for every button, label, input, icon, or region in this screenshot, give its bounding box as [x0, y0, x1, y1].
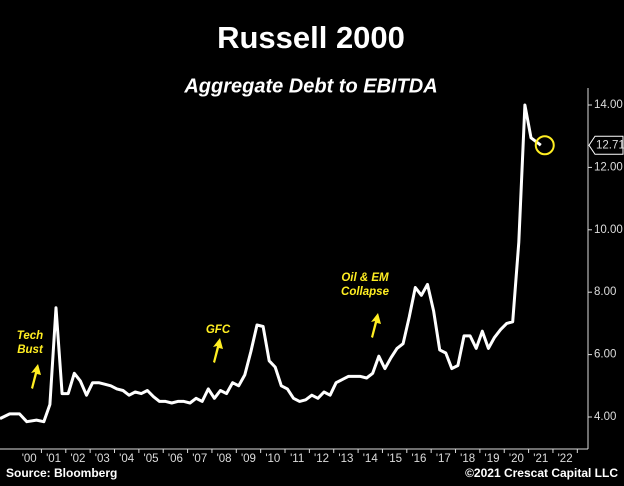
x-tick-label: '22 — [558, 453, 573, 465]
x-tick-label: '00 — [22, 453, 37, 465]
annotation: Oil & EM — [341, 272, 389, 284]
last-value-box — [588, 135, 624, 155]
y-tick-label: 4.00 — [594, 411, 616, 423]
y-tick-label: 10.00 — [594, 224, 623, 236]
x-tick-label: '15 — [387, 453, 402, 465]
x-tick-label: '06 — [168, 453, 183, 465]
y-tick-label: 14.00 — [594, 99, 623, 111]
x-tick-label: '21 — [533, 453, 548, 465]
x-tick-label: '18 — [460, 453, 475, 465]
credit: ©2021 Crescat Capital LLC — [465, 466, 618, 480]
x-tick-label: '16 — [411, 453, 426, 465]
arrow — [213, 338, 223, 363]
annotation: GFC — [206, 324, 231, 336]
x-tick-label: '14 — [363, 453, 379, 465]
x-tick-label: '07 — [192, 453, 207, 465]
x-tick-label: '13 — [338, 453, 353, 465]
source: Source: Bloomberg — [6, 466, 117, 480]
y-tick-label: 6.00 — [594, 349, 616, 361]
x-tick-label: '11 — [290, 453, 304, 465]
chart-subtitle: Aggregate Debt to EBITDA — [183, 75, 437, 97]
annotation: Tech — [17, 330, 43, 342]
highlight-circle — [534, 135, 555, 156]
x-tick-label: '19 — [485, 453, 500, 465]
x-tick-label: '03 — [95, 453, 110, 465]
x-tick-label: '09 — [241, 453, 256, 465]
y-tick-label: 8.00 — [594, 286, 616, 298]
x-tick-label: '12 — [314, 453, 329, 465]
arrows — [31, 313, 381, 389]
x-tick-label: '05 — [144, 453, 159, 465]
y-tick-label: 12.00 — [594, 161, 623, 173]
x-tick-label: '08 — [217, 453, 232, 465]
x-tick-label: '17 — [436, 453, 451, 465]
x-tick-label: '04 — [119, 453, 135, 465]
annotation: Bust — [17, 344, 44, 356]
data-line — [0, 103, 542, 424]
x-tick-label: '20 — [509, 453, 524, 465]
annotation: Collapse — [341, 286, 390, 298]
arrow — [31, 364, 41, 389]
x-tick-label: '02 — [70, 453, 85, 465]
x-tick-label: '10 — [265, 453, 280, 465]
arrow — [371, 313, 381, 338]
x-tick-label: '01 — [46, 453, 61, 465]
chart-title: Russell 2000 — [217, 20, 405, 55]
last-value-label: 12.71 — [596, 139, 624, 151]
